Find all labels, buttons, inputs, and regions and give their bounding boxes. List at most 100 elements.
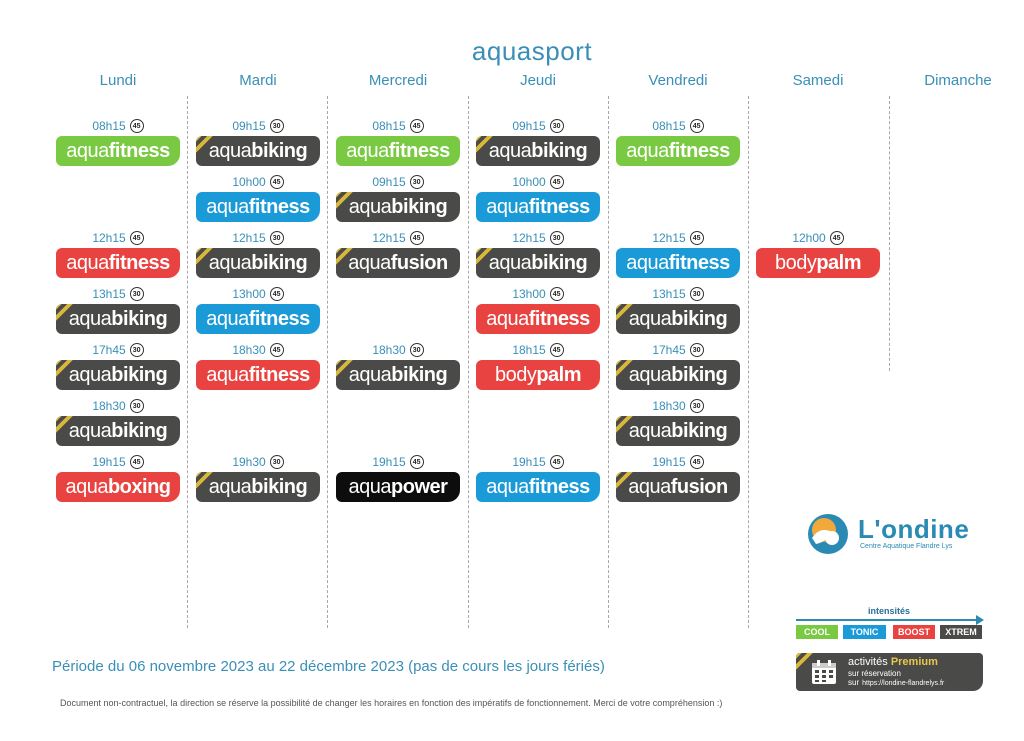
column-separator: [608, 96, 609, 628]
class-prefix: body: [774, 251, 817, 274]
class-suffix: biking: [391, 195, 448, 218]
class-badge: body palm: [476, 360, 600, 390]
class-prefix: aqua: [65, 475, 108, 498]
class-slot: 18h30 45 aqua fitness: [196, 340, 320, 392]
duration-badge: 30: [129, 343, 144, 357]
class-prefix: aqua: [486, 195, 529, 218]
intensity-arrow: [796, 619, 978, 621]
slot-time: 12h15: [92, 231, 126, 245]
duration-badge: 30: [409, 175, 424, 189]
class-slot: 12h15 45 aqua fitness: [616, 228, 740, 280]
class-slot: 13h00 45 aqua fitness: [196, 284, 320, 336]
premium-stripe: [56, 360, 78, 390]
class-slot: 17h45 30 aqua biking: [616, 340, 740, 392]
premium-stripe: [616, 304, 638, 334]
class-prefix: aqua: [206, 195, 249, 218]
slot-time: 12h00: [792, 231, 826, 245]
class-prefix: aqua: [348, 251, 391, 274]
slot-time-row: 13h15 30: [56, 284, 180, 304]
class-slot: 12h15 30 aqua biking: [476, 228, 600, 280]
arrow-head-icon: [976, 615, 984, 625]
slot-time-row: 19h15 45: [56, 452, 180, 472]
class-prefix: aqua: [208, 251, 252, 274]
legend-boost: BOOST: [893, 625, 935, 639]
page-title: aquasport: [471, 36, 593, 66]
class-slot: 08h15 45 aqua fitness: [616, 116, 740, 168]
class-suffix: fitness: [668, 139, 730, 162]
duration-badge: 30: [689, 343, 704, 357]
class-prefix: aqua: [206, 307, 249, 330]
class-slot: 09h15 30 aqua biking: [336, 172, 460, 224]
premium-stripe: [616, 360, 638, 390]
class-badge: aqua fusion: [336, 248, 460, 278]
slot-time: 13h00: [232, 287, 266, 301]
slot-time-row: 18h30 30: [56, 396, 180, 416]
duration-badge: 30: [689, 287, 704, 301]
slot-time-row: 13h15 30: [616, 284, 740, 304]
slot-time-row: 19h30 30: [196, 452, 320, 472]
slot-time: 18h30: [372, 343, 406, 357]
class-prefix: aqua: [348, 475, 392, 498]
class-slot: 19h15 45 aqua fusion: [616, 452, 740, 504]
class-badge: aqua fitness: [56, 248, 180, 278]
slot-time: 19h15: [512, 455, 546, 469]
class-slot: 10h00 45 aqua fitness: [476, 172, 600, 224]
class-slot: 18h15 45 body palm: [476, 340, 600, 392]
class-slot: 09h15 30 aqua biking: [196, 116, 320, 168]
slot-time: 12h15: [232, 231, 266, 245]
class-suffix: fitness: [248, 363, 310, 386]
day-header-mardi: Mardi: [239, 72, 277, 89]
class-suffix: biking: [671, 419, 728, 442]
class-badge: aqua boxing: [56, 472, 180, 502]
legend-cool: COOL: [796, 625, 838, 639]
premium-website[interactable]: sur https://londine-flandrelys.fr: [848, 678, 945, 687]
class-badge: aqua biking: [336, 360, 460, 390]
class-badge: aqua biking: [196, 472, 320, 502]
slot-time-row: 19h15 45: [336, 452, 460, 472]
duration-badge: 45: [409, 231, 424, 245]
class-suffix: fitness: [248, 195, 310, 218]
class-badge: body palm: [756, 248, 880, 278]
class-slot: 12h15 45 aqua fitness: [56, 228, 180, 280]
class-badge: aqua biking: [56, 304, 180, 334]
class-slot: 10h00 45 aqua fitness: [196, 172, 320, 224]
slot-time-row: 08h15 45: [56, 116, 180, 136]
slot-time: 17h45: [652, 343, 686, 357]
day-header-mercredi: Mercredi: [368, 72, 428, 89]
class-prefix: aqua: [206, 363, 249, 386]
slot-time: 19h15: [372, 455, 406, 469]
class-badge: aqua biking: [616, 360, 740, 390]
slot-time: 08h15: [92, 119, 126, 133]
class-prefix: aqua: [628, 307, 672, 330]
class-prefix: aqua: [68, 419, 112, 442]
class-slot: 12h15 45 aqua fusion: [336, 228, 460, 280]
logo-subtitle: Centre Aquatique Flandre Lys: [860, 543, 953, 550]
class-suffix: biking: [111, 363, 168, 386]
slot-time: 17h45: [92, 343, 126, 357]
class-badge: aqua fusion: [616, 472, 740, 502]
premium-stripe: [336, 360, 358, 390]
class-prefix: aqua: [628, 475, 671, 498]
class-prefix: aqua: [488, 139, 532, 162]
class-suffix: biking: [671, 363, 728, 386]
class-badge: aqua fitness: [196, 192, 320, 222]
slot-time-row: 17h45 30: [616, 340, 740, 360]
slot-time: 08h15: [652, 119, 686, 133]
slot-time: 09h15: [512, 119, 546, 133]
duration-badge: 30: [269, 231, 284, 245]
class-suffix: power: [391, 475, 448, 498]
class-badge: aqua fitness: [56, 136, 180, 166]
premium-stripe: [56, 416, 78, 446]
duration-badge: 45: [549, 287, 564, 301]
slot-time-row: 18h15 45: [476, 340, 600, 360]
duration-badge: 45: [549, 175, 564, 189]
slot-time-row: 12h15 30: [196, 228, 320, 248]
duration-badge: 30: [689, 399, 704, 413]
slot-time-row: 12h15 45: [616, 228, 740, 248]
slot-time-row: 18h30 30: [336, 340, 460, 360]
class-suffix: boxing: [107, 475, 171, 498]
class-badge: aqua fitness: [196, 304, 320, 334]
slot-time-row: 10h00 45: [196, 172, 320, 192]
disclaimer-text: Document non-contractuel, la direction s…: [60, 698, 723, 708]
class-suffix: biking: [111, 307, 168, 330]
